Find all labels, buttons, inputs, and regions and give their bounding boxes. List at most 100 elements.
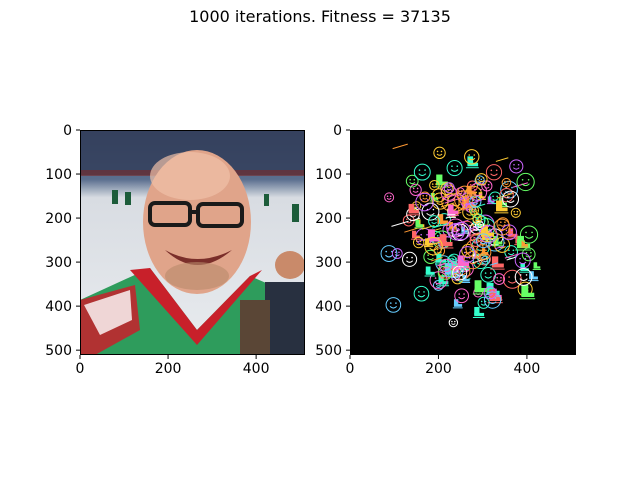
smiley-face-shape [384, 192, 395, 203]
smiley-face-shape [519, 225, 539, 244]
target-x-tick-label: 200 [155, 361, 182, 377]
smiley-face-shape [493, 218, 511, 236]
skate-shape [479, 224, 495, 240]
skate-shape [460, 196, 476, 211]
smiley-face-shape [464, 149, 480, 165]
skate-shape [465, 185, 477, 197]
skate-shape [490, 256, 505, 270]
smiley-face-shape [429, 271, 448, 290]
target-y-tick-label: 100 [45, 167, 72, 183]
smiley-face-shape [514, 252, 531, 269]
figure-title: 1000 iterations. Fitness = 37135 [189, 7, 451, 26]
smiley-face-shape [385, 297, 402, 313]
evolved-axes-ticks: 0 200 400 0 100 200 300 400 500 [315, 123, 540, 377]
skate-shape [437, 275, 450, 287]
smiley-face-shape [412, 236, 425, 249]
stick-shape [504, 253, 519, 259]
stick-shape [464, 199, 482, 206]
stick-shape [489, 262, 498, 266]
smiley-face-shape [472, 213, 482, 224]
stick-shape [476, 203, 486, 208]
evolved-axes-frame [350, 130, 576, 355]
target-photo [80, 130, 305, 355]
skate-shape [424, 266, 436, 277]
smiley-face-shape [475, 233, 491, 249]
smiley-face-shape [501, 177, 512, 188]
evolved-y-tick-label: 500 [315, 343, 342, 359]
evolved-y-tick-label: 400 [315, 299, 342, 315]
smiley-face-shape [402, 251, 418, 267]
smiley-face-shape [475, 173, 488, 186]
smiley-face-shape [509, 159, 524, 174]
stick-shape [495, 157, 509, 162]
evolved-x-tick-label: 200 [425, 361, 452, 377]
smiley-face-shape [447, 222, 465, 241]
smiley-face-shape [454, 190, 473, 210]
smiley-face-shape [510, 207, 521, 218]
evolved-y-tick-label: 300 [315, 255, 342, 271]
skate-shape [532, 262, 541, 270]
target-image-panel: 0 200 400 0 100 200 300 400 500 [45, 123, 305, 377]
smiley-face-shape [419, 191, 431, 203]
smiley-face-shape [413, 285, 430, 302]
target-y-tick-label: 400 [45, 299, 72, 315]
stick-shape [431, 223, 448, 229]
smiley-face-shape [433, 146, 446, 160]
skate-shape [446, 204, 459, 216]
smiley-face-shape [443, 182, 455, 194]
skate-shape [456, 255, 470, 269]
smiley-face-shape [415, 192, 434, 212]
smiley-face-shape [514, 268, 533, 286]
evolved-render-background [350, 130, 576, 355]
skate-shape [481, 248, 489, 256]
skate-shape [452, 299, 463, 309]
target-x-tick-label: 400 [243, 361, 270, 377]
smiley-face-shape [380, 245, 398, 262]
smiley-face-shape [448, 317, 459, 328]
smiley-face-shape [483, 286, 497, 300]
stick-shape [460, 196, 470, 200]
smiley-face-shape [502, 190, 520, 208]
smiley-face-shape [409, 183, 422, 196]
target-y-tick-label: 200 [45, 211, 72, 227]
stick-shape [391, 220, 409, 227]
smiley-face-shape [516, 172, 535, 192]
evolved-x-tick-label: 0 [346, 361, 355, 377]
evolved-x-tick-label: 400 [514, 361, 541, 377]
stick-shape [506, 256, 516, 261]
stick-shape [404, 227, 418, 233]
skate-shape [507, 228, 519, 239]
smiley-face-shape [405, 174, 419, 188]
stick-shape [494, 245, 505, 250]
skate-shape [519, 263, 530, 273]
smiley-face-shape [493, 273, 506, 285]
smiley-face-shape [424, 237, 443, 256]
smiley-face-shape [391, 248, 403, 259]
smiley-face-shape [474, 220, 485, 231]
skate-shape [465, 156, 479, 169]
evolved-y-tick-label: 100 [315, 167, 342, 183]
evolved-shapes [380, 143, 541, 328]
smiley-face-shape [485, 164, 503, 181]
skate-shape [492, 235, 504, 247]
smiley-face-shape [446, 160, 463, 177]
stick-shape [424, 241, 442, 248]
skate-shape [494, 200, 509, 214]
skate-shape [472, 306, 485, 318]
skate-shape [520, 240, 529, 248]
evolved-image-panel: 0 200 400 0 100 200 300 400 500 [315, 123, 576, 377]
target-axes-frame [80, 130, 305, 355]
smiley-face-shape [429, 179, 440, 191]
evolved-y-tick-label: 0 [333, 123, 342, 139]
smiley-face-shape [413, 163, 431, 181]
stick-shape [444, 197, 461, 204]
smiley-face-shape [494, 236, 511, 253]
skate-shape [414, 219, 424, 229]
stick-shape [471, 257, 489, 264]
smiley-face-shape [439, 258, 453, 273]
stick-shape [392, 143, 408, 150]
target-y-tick-label: 0 [63, 123, 72, 139]
skate-shape [407, 203, 420, 216]
skate-shape [437, 234, 454, 249]
